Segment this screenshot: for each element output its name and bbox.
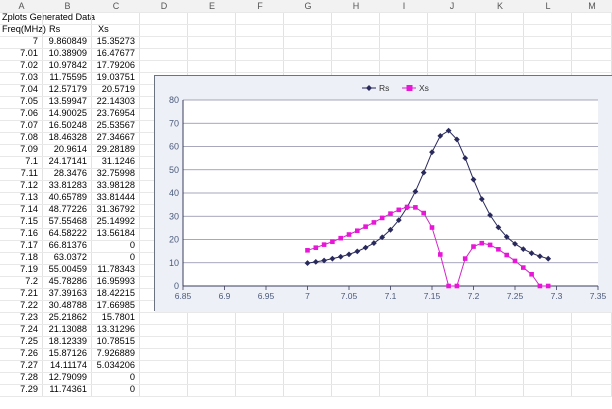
svg-text:10: 10 (169, 258, 179, 268)
svg-text:30: 30 (169, 211, 179, 221)
svg-text:Rs: Rs (379, 83, 389, 93)
svg-text:7.35: 7.35 (590, 291, 607, 301)
svg-text:7: 7 (305, 291, 310, 301)
svg-text:7.25: 7.25 (507, 291, 524, 301)
svg-text:6.85: 6.85 (175, 291, 192, 301)
svg-text:20: 20 (169, 235, 179, 245)
svg-text:7.2: 7.2 (468, 291, 480, 301)
svg-text:0: 0 (174, 281, 179, 291)
svg-text:70: 70 (169, 118, 179, 128)
svg-text:80: 80 (169, 95, 179, 105)
svg-text:40: 40 (169, 188, 179, 198)
svg-text:7.3: 7.3 (551, 291, 563, 301)
svg-text:7.05: 7.05 (341, 291, 358, 301)
svg-text:Xs: Xs (419, 83, 429, 93)
svg-text:7.15: 7.15 (424, 291, 441, 301)
svg-text:50: 50 (169, 165, 179, 175)
svg-text:7.1: 7.1 (385, 291, 397, 301)
svg-text:6.9: 6.9 (219, 291, 231, 301)
svg-text:6.95: 6.95 (258, 291, 275, 301)
svg-text:60: 60 (169, 142, 179, 152)
